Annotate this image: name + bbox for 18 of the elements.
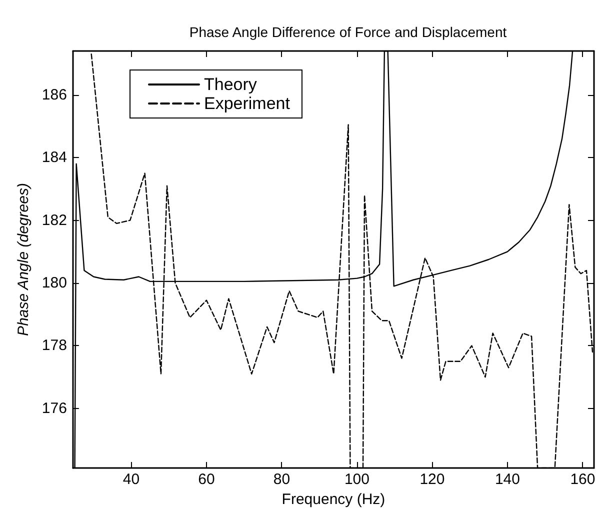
y-tick-label: 178 xyxy=(42,337,67,354)
chart-title: Phase Angle Difference of Force and Displacement xyxy=(189,24,507,40)
x-tick-label: 100 xyxy=(344,471,370,488)
y-tick-label: 180 xyxy=(42,274,67,292)
x-axis-title: Frequency (Hz) xyxy=(282,490,386,508)
legend-label: Experiment xyxy=(204,94,290,113)
x-tick-label: 120 xyxy=(420,471,445,488)
y-axis-title: Phase Angle (degrees) xyxy=(15,183,32,336)
y-tick-label: 186 xyxy=(42,86,67,104)
y-tick-label: 184 xyxy=(42,149,67,166)
x-tick-label: 160 xyxy=(570,471,596,488)
y-tick-label: 182 xyxy=(42,212,67,229)
y-tick-label: 176 xyxy=(42,400,67,417)
x-tick-label: 60 xyxy=(198,471,215,488)
x-tick-label: 80 xyxy=(273,471,290,488)
x-tick-label: 40 xyxy=(122,471,140,488)
x-tick-label: 140 xyxy=(494,471,520,488)
legend-label: Theory xyxy=(204,75,258,94)
